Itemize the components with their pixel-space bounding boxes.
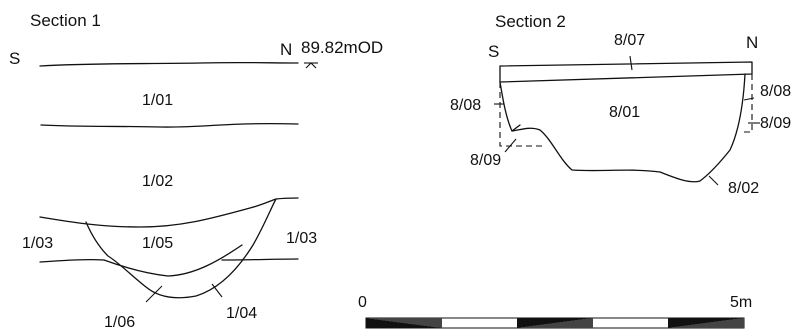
leader-807 bbox=[629, 55, 633, 71]
section-1-ground-surface bbox=[39, 61, 299, 67]
context-label-801: 8/01 bbox=[609, 104, 640, 121]
context-label-102: 1/02 bbox=[142, 173, 173, 190]
leader-808-right bbox=[743, 97, 755, 101]
leader-106 bbox=[145, 285, 163, 303]
section-1-interface-101-102 bbox=[40, 122, 299, 128]
leader-802 bbox=[708, 175, 719, 186]
datum-marker-icon bbox=[304, 62, 318, 69]
section-2-orientation-north: N bbox=[746, 33, 758, 52]
scale-bar-end-label: 5m bbox=[730, 294, 752, 311]
section-1-top-fill-line bbox=[275, 197, 299, 200]
section-2: Section 2 S N 8/07 8/01 8/08 8/09 8/08 8… bbox=[450, 12, 791, 197]
section-1: Section 1 S N 89.82mOD 1/01 1/02 1/03 1/… bbox=[9, 11, 383, 331]
section-1-title: Section 1 bbox=[30, 11, 101, 30]
scale-bar-segment-tints bbox=[366, 318, 744, 328]
context-label-103-right: 1/03 bbox=[286, 230, 317, 247]
context-label-105: 1/05 bbox=[142, 235, 173, 252]
leader-809-left bbox=[504, 138, 517, 153]
section-2-limit-left bbox=[499, 82, 543, 147]
context-label-808-left: 8/08 bbox=[450, 97, 481, 114]
context-label-808-right: 8/08 bbox=[760, 83, 791, 100]
cut-802-outline bbox=[499, 73, 746, 183]
datum-level: 89.82mOD bbox=[301, 38, 383, 57]
cut-104-outline bbox=[39, 198, 277, 299]
context-label-104: 1/04 bbox=[226, 305, 257, 322]
layer-807-outline bbox=[499, 61, 753, 83]
scale-bar: 0 5m bbox=[358, 294, 752, 329]
context-label-802: 8/02 bbox=[728, 180, 759, 197]
scale-bar-start-label: 0 bbox=[358, 294, 367, 311]
section-1-orientation-south: S bbox=[9, 49, 20, 68]
section-2-title: Section 2 bbox=[495, 12, 566, 31]
context-label-103-left: 1/03 bbox=[22, 235, 53, 252]
section-1-interface-102-103 bbox=[39, 258, 105, 263]
layer-809-left-boundary bbox=[511, 124, 521, 132]
fill-106-boundary bbox=[103, 244, 243, 277]
leader-104 bbox=[211, 283, 223, 298]
section-2-limit-right bbox=[740, 74, 753, 133]
context-label-101: 1/01 bbox=[142, 92, 173, 109]
context-label-807: 8/07 bbox=[614, 32, 645, 49]
section-1-interface-103-right bbox=[221, 258, 299, 261]
section-2-orientation-south: S bbox=[488, 42, 499, 61]
context-label-106: 1/06 bbox=[104, 314, 135, 331]
context-label-809-right: 8/09 bbox=[760, 115, 791, 132]
context-label-809-left: 8/09 bbox=[470, 152, 501, 169]
section-1-orientation-north: N bbox=[280, 40, 292, 59]
